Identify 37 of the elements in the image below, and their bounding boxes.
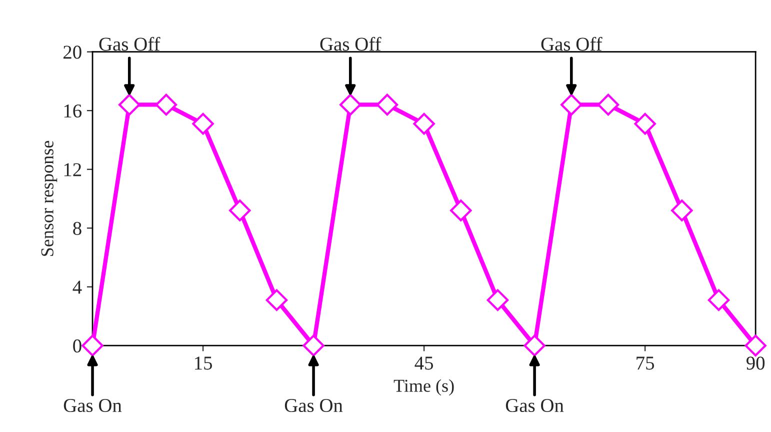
point bbox=[450, 200, 472, 222]
point bbox=[597, 94, 620, 116]
y-tick-label: 20 bbox=[64, 46, 82, 59]
x-tick-label: 90 bbox=[746, 356, 765, 370]
annotation: Gas On bbox=[64, 398, 122, 412]
y-tick-label: 4 bbox=[72, 280, 82, 294]
point bbox=[413, 112, 435, 135]
annotation: Gas Off bbox=[99, 36, 160, 51]
y-tick-label: 12 bbox=[64, 163, 82, 176]
point bbox=[486, 289, 509, 311]
x-tick-label: 45 bbox=[414, 356, 434, 370]
point bbox=[376, 94, 398, 116]
point bbox=[302, 334, 324, 356]
x-axis-title: Time (s) bbox=[394, 379, 454, 396]
point bbox=[82, 334, 104, 356]
point bbox=[708, 289, 730, 311]
point bbox=[155, 94, 178, 116]
x-tick-label: 15 bbox=[195, 356, 212, 370]
y-tick-label: 0 bbox=[73, 339, 82, 353]
y-axis-title: Sensor response bbox=[41, 140, 58, 256]
point bbox=[744, 334, 766, 356]
annotation: Gas On bbox=[506, 398, 564, 412]
y-tick-label: 8 bbox=[73, 222, 82, 236]
point bbox=[192, 112, 214, 135]
point bbox=[340, 94, 362, 116]
point bbox=[118, 94, 140, 116]
point bbox=[560, 94, 582, 116]
y-tick-label: 16 bbox=[64, 104, 82, 118]
x-tick-label: 75 bbox=[636, 356, 654, 370]
annotation: Gas Off bbox=[320, 36, 382, 51]
point bbox=[524, 334, 546, 356]
point bbox=[634, 112, 656, 135]
point bbox=[266, 289, 288, 311]
annotation: Gas Off bbox=[541, 36, 602, 51]
point bbox=[229, 200, 251, 222]
annotation: Gas On bbox=[284, 398, 343, 412]
point bbox=[671, 200, 693, 222]
